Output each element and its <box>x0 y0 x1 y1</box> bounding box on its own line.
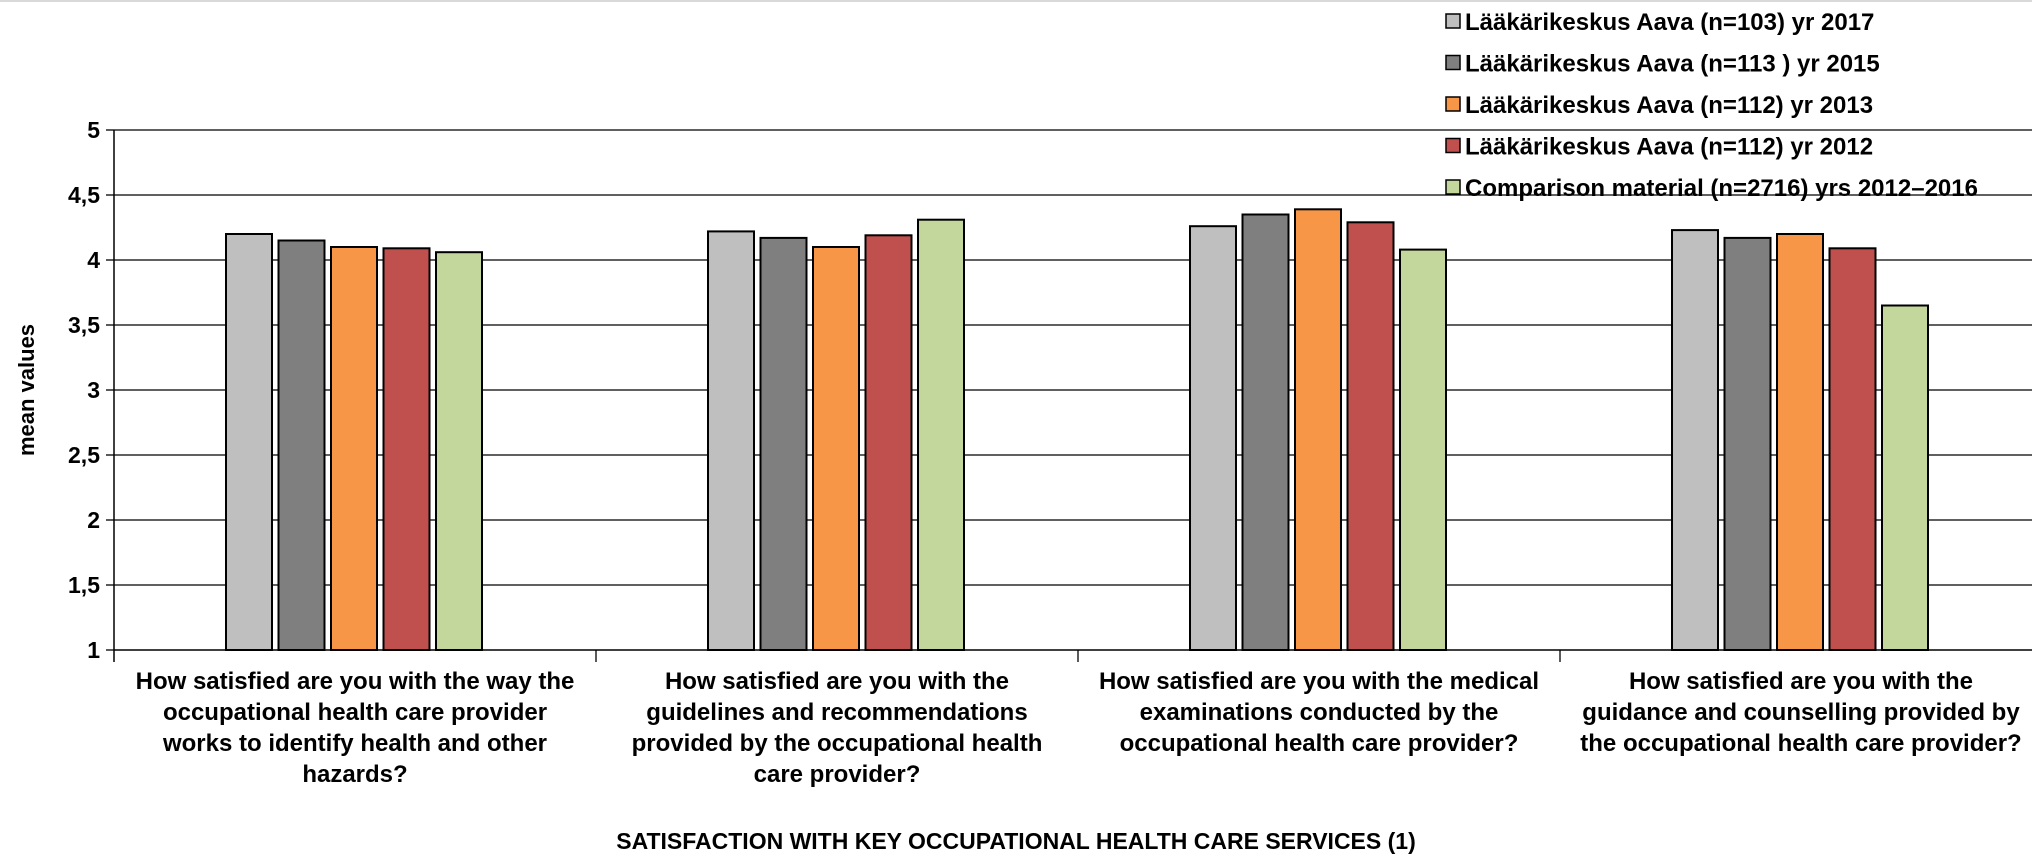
bar <box>1881 304 1929 651</box>
y-tick-label: 1,5 <box>68 572 100 598</box>
bar <box>1723 236 1772 651</box>
legend-label: Comparison material (n=2716) yrs 2012–20… <box>1465 175 1978 202</box>
y-tick-label: 3 <box>87 377 100 403</box>
x-category-label: How satisfied are you with the <box>665 668 1009 695</box>
x-category-label: guidance and counselling provided by <box>1582 699 2020 726</box>
bar <box>330 246 378 651</box>
y-tick-label: 3,5 <box>68 312 100 338</box>
bar <box>864 234 913 652</box>
x-category-label: examinations conducted by the <box>1140 699 1499 726</box>
legend-swatch <box>1445 179 1461 195</box>
category-labels: How satisfied are you with the way the oc… <box>136 668 2022 788</box>
bar <box>435 251 483 651</box>
x-category-label: How satisfied are you with the medical <box>1099 668 1539 695</box>
y-tick-labels: 1 1,5 2 2,5 3 3,5 4 4,5 5 <box>68 117 100 663</box>
y-tick-label: 2 <box>87 507 100 533</box>
y-tick-label: 1 <box>87 637 100 663</box>
legend-swatch <box>1445 54 1461 71</box>
y-axis-label: mean values <box>14 324 39 456</box>
bar <box>382 247 431 652</box>
legend-swatch <box>1445 13 1461 29</box>
y-tick-label: 5 <box>87 117 100 143</box>
x-category-label: How satisfied are you with the <box>1629 668 1973 695</box>
bar <box>759 236 808 651</box>
y-tick-label: 4 <box>87 247 100 273</box>
bar <box>1828 247 1877 652</box>
bars <box>225 208 1929 652</box>
x-category-label: the occupational health care provider? <box>1580 730 2021 757</box>
legend-swatch <box>1445 137 1461 154</box>
bar <box>1776 233 1824 651</box>
bar <box>1189 225 1237 651</box>
legend-label: Lääkärikeskus Aava (n=113 ) yr 2015 <box>1465 51 1880 78</box>
gridlines <box>114 129 2032 586</box>
bar <box>225 233 273 651</box>
x-category-label: How satisfied are you with the way the <box>136 668 575 695</box>
bar <box>277 239 326 651</box>
x-category-label: guidelines and recommendations <box>646 699 1027 726</box>
y-tick-label: 4,5 <box>68 182 100 208</box>
bar <box>1671 229 1719 651</box>
x-category-label: occupational health care provider <box>163 699 547 726</box>
bar <box>917 218 965 651</box>
axes <box>106 129 2032 662</box>
bar <box>1346 221 1395 652</box>
bar <box>812 246 860 651</box>
legend-label: Lääkärikeskus Aava (n=112) yr 2012 <box>1465 134 1873 161</box>
x-category-label: care provider? <box>754 761 921 788</box>
legend: Lääkärikeskus Aava (n=103) yr 2017 Lääkär… <box>1445 9 1978 202</box>
bar <box>1399 248 1447 651</box>
x-category-label: provided by the occupational health <box>632 730 1043 757</box>
y-tick-label: 2,5 <box>68 442 100 468</box>
bar <box>707 230 755 651</box>
legend-label: Lääkärikeskus Aava (n=112) yr 2013 <box>1465 92 1873 119</box>
legend-label: Lääkärikeskus Aava (n=103) yr 2017 <box>1465 9 1874 36</box>
legend-swatch <box>1445 96 1461 112</box>
x-axis-title: SATISFACTION WITH KEY OCCUPATIONAL HEALT… <box>616 828 1416 854</box>
bar <box>1241 213 1290 651</box>
x-category-label: occupational health care provider? <box>1120 730 1519 757</box>
x-category-label: works to identify health and other <box>162 730 547 757</box>
bar <box>1294 208 1342 652</box>
x-category-label: hazards? <box>302 761 407 788</box>
